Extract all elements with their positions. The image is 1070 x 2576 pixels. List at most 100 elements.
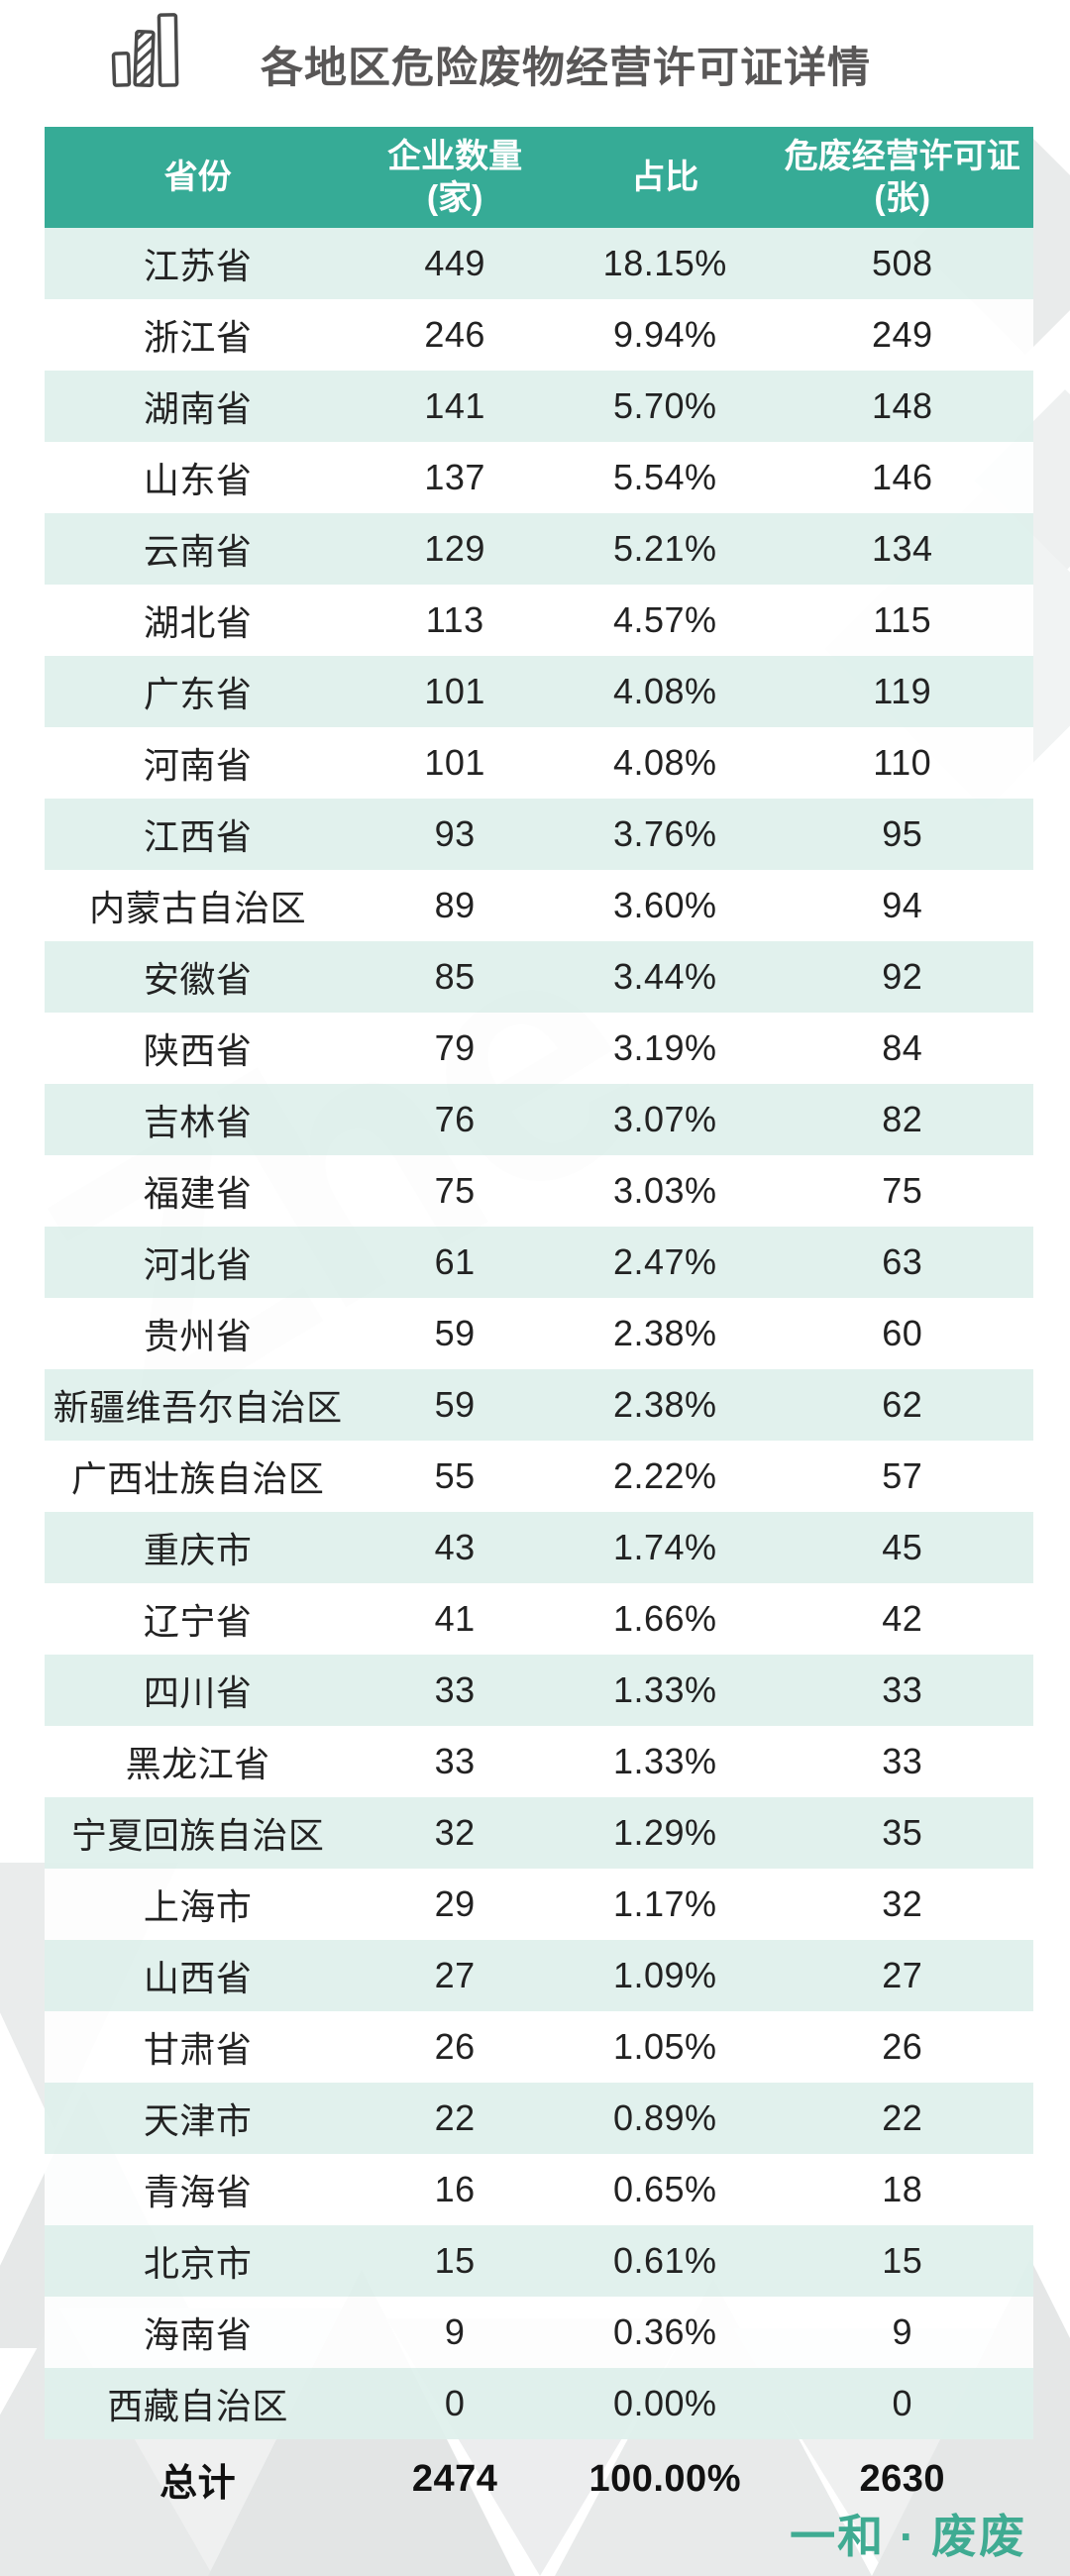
cell-companies: 89 — [434, 885, 476, 925]
cell-permits: 92 — [882, 956, 923, 997]
cell-province: 广东省 — [143, 674, 253, 714]
header-permits: 危废经营许可证 (张) — [772, 127, 1033, 228]
table-row: 甘肃省 26 1.05% 26 — [45, 2011, 1033, 2083]
cell-companies: 449 — [424, 243, 485, 283]
cell-permits: 15 — [882, 2240, 923, 2281]
table-row: 福建省 75 3.03% 75 — [45, 1155, 1033, 1227]
cell-share: 4.08% — [612, 742, 717, 783]
table-row: 西藏自治区 0 0.00% 0 — [45, 2368, 1033, 2439]
table-row: 江苏省 449 18.15% 508 — [45, 228, 1033, 299]
cell-share: 2.47% — [612, 1241, 717, 1282]
header-sub: (张) — [874, 179, 931, 217]
total-companies: 2474 — [411, 2457, 498, 2500]
cell-share: 0.61% — [612, 2240, 717, 2281]
total-permits: 2630 — [859, 2457, 946, 2500]
cell-companies: 55 — [434, 1455, 476, 1496]
cell-companies: 43 — [434, 1527, 476, 1567]
table-row: 河北省 61 2.47% 63 — [45, 1227, 1033, 1298]
table-row: 辽宁省 41 1.66% 42 — [45, 1583, 1033, 1655]
cell-province: 新疆维吾尔自治区 — [53, 1387, 343, 1428]
table-row: 广西壮族自治区 55 2.22% 57 — [45, 1441, 1033, 1512]
table-row: 上海市 29 1.17% 32 — [45, 1869, 1033, 1940]
cell-permits: 22 — [882, 2097, 923, 2138]
table-total-row: 总计 2474 100.00% 2630 — [45, 2439, 1033, 2519]
cell-province: 西藏自治区 — [107, 2386, 288, 2426]
cell-permits: 508 — [871, 243, 933, 283]
table-row: 重庆市 43 1.74% 45 — [45, 1512, 1033, 1583]
table-row: 海南省 9 0.36% 9 — [45, 2297, 1033, 2368]
cell-permits: 57 — [882, 1455, 923, 1496]
cell-share: 3.07% — [612, 1099, 717, 1139]
cell-companies: 29 — [434, 1883, 476, 1924]
cell-permits: 110 — [873, 742, 932, 783]
cell-share: 2.38% — [612, 1313, 717, 1353]
cell-province: 浙江省 — [143, 317, 253, 358]
table-row: 宁夏回族自治区 32 1.29% 35 — [45, 1797, 1033, 1869]
total-label: 总计 — [160, 2462, 237, 2505]
permits-table: 省份 企业数量 (家) 占比 危废经营许可证 (张) 江苏省 449 18.15% 5… — [45, 127, 1033, 2519]
cell-permits: 134 — [871, 528, 933, 569]
table-row: 广东省 101 4.08% 119 — [45, 656, 1033, 727]
header-label: 危废经营许可证 — [784, 137, 1020, 175]
table-row: 江西省 93 3.76% 95 — [45, 799, 1033, 870]
cell-province: 天津市 — [143, 2100, 253, 2141]
table-row: 四川省 33 1.33% 33 — [45, 1655, 1033, 1726]
cell-share: 5.21% — [612, 528, 717, 569]
cell-share: 1.33% — [612, 1741, 717, 1781]
total-share: 100.00% — [588, 2457, 741, 2500]
cell-province: 海南省 — [143, 2314, 253, 2355]
cell-share: 1.74% — [612, 1527, 717, 1567]
cell-permits: 62 — [882, 1384, 923, 1425]
cell-companies: 22 — [434, 2097, 476, 2138]
cell-permits: 27 — [882, 1955, 923, 1995]
cell-province: 安徽省 — [143, 959, 253, 1000]
cell-permits: 249 — [871, 314, 933, 355]
cell-permits: 33 — [882, 1669, 923, 1710]
cell-share: 3.60% — [612, 885, 717, 925]
cell-companies: 129 — [424, 528, 485, 569]
cell-permits: 148 — [871, 385, 933, 426]
cell-province: 重庆市 — [143, 1530, 253, 1570]
cell-province: 福建省 — [143, 1173, 253, 1214]
cell-province: 湖南省 — [143, 388, 253, 429]
cell-permits: 32 — [882, 1883, 923, 1924]
cell-province: 湖北省 — [143, 602, 253, 643]
cell-province: 江西省 — [143, 816, 253, 857]
cell-province: 贵州省 — [143, 1316, 253, 1356]
cell-province: 辽宁省 — [143, 1601, 253, 1642]
cell-companies: 33 — [434, 1741, 476, 1781]
cell-companies: 246 — [424, 314, 485, 355]
table-row: 吉林省 76 3.07% 82 — [45, 1084, 1033, 1155]
cell-province: 吉林省 — [143, 1102, 253, 1142]
cell-companies: 137 — [424, 457, 485, 497]
cell-share: 1.29% — [612, 1812, 717, 1853]
cell-share: 1.33% — [612, 1669, 717, 1710]
header-label: 占比 — [631, 158, 699, 196]
cell-permits: 146 — [871, 457, 933, 497]
cell-province: 河南省 — [143, 745, 253, 786]
header-label: 省份 — [163, 158, 232, 196]
table-row: 湖南省 141 5.70% 148 — [45, 371, 1033, 442]
cell-companies: 16 — [434, 2169, 476, 2209]
cell-share: 3.19% — [612, 1027, 717, 1068]
cell-permits: 82 — [882, 1099, 923, 1139]
table-row: 黑龙江省 33 1.33% 33 — [45, 1726, 1033, 1797]
table-row: 内蒙古自治区 89 3.60% 94 — [45, 870, 1033, 941]
cell-province: 青海省 — [143, 2172, 253, 2212]
table-row: 北京市 15 0.61% 15 — [45, 2225, 1033, 2297]
cell-companies: 0 — [444, 2383, 466, 2423]
table-row: 河南省 101 4.08% 110 — [45, 727, 1033, 799]
cell-province: 河北省 — [143, 1244, 253, 1285]
cell-companies: 113 — [425, 599, 484, 640]
cell-share: 0.89% — [612, 2097, 717, 2138]
cell-share: 1.66% — [612, 1598, 717, 1639]
cell-share: 1.17% — [612, 1883, 717, 1924]
cell-share: 2.38% — [612, 1384, 717, 1425]
cell-permits: 75 — [882, 1170, 923, 1211]
cell-province: 陕西省 — [143, 1030, 253, 1071]
table-row: 陕西省 79 3.19% 84 — [45, 1013, 1033, 1084]
cell-companies: 26 — [434, 2026, 476, 2067]
cell-share: 0.00% — [612, 2383, 717, 2423]
cell-companies: 61 — [434, 1241, 476, 1282]
cell-share: 3.44% — [612, 956, 717, 997]
